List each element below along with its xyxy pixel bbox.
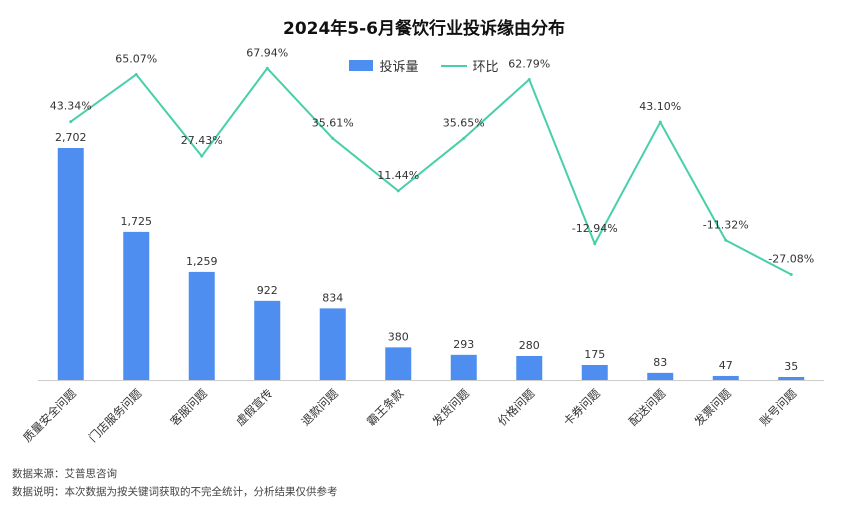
data-note: 数据说明：本次数据为按关键词获取的不完全统计，分析结果仅供参考 (12, 486, 338, 498)
line-point (789, 272, 793, 276)
x-tick-label: 霸王条款 (364, 386, 407, 429)
line-value-label: 35.61% (312, 116, 354, 129)
bar (647, 372, 674, 380)
bar-value-label: 2,702 (55, 131, 87, 144)
bar (516, 355, 543, 380)
bar-value-label: 35 (784, 360, 798, 373)
x-tick-label: 配送问题 (626, 386, 669, 429)
line-value-label: 43.34% (50, 100, 92, 113)
line-value-label: 35.65% (443, 116, 485, 129)
bar (450, 354, 477, 380)
x-tick-label: 发货问题 (429, 386, 472, 429)
line-value-label: 43.10% (639, 100, 681, 113)
bar (57, 148, 84, 380)
legend-item-bar[interactable]: 投诉量 (349, 56, 419, 75)
bar-value-label: 83 (653, 356, 667, 369)
line-value-label: 65.07% (115, 52, 157, 65)
bar (188, 271, 215, 380)
line-point (724, 238, 728, 242)
legend-bar-swatch (349, 60, 374, 71)
line-value-label: 67.94% (246, 46, 288, 59)
line-point (200, 154, 204, 158)
line-value-label: 62.79% (508, 57, 550, 70)
chart-title: 2024年5-6月餐饮行业投诉缘由分布 (282, 19, 566, 39)
x-tick-label: 发票问题 (691, 386, 734, 429)
bar-value-label: 47 (719, 359, 733, 372)
line-point (527, 77, 531, 81)
line-point (396, 189, 400, 193)
bar (712, 375, 739, 380)
bar-value-label: 293 (453, 338, 474, 351)
bar-value-label: 922 (257, 284, 278, 297)
x-tick-label: 退款问题 (298, 386, 341, 429)
x-tick-label: 客服问题 (167, 386, 210, 429)
bar-value-label: 280 (519, 339, 540, 352)
bar (254, 300, 281, 380)
bar (778, 376, 805, 380)
line-point (69, 120, 73, 124)
line-series (70, 67, 792, 276)
x-tick-label: 质量安全问题 (20, 386, 79, 445)
source-note: 数据来源：艾普思咨询 (12, 468, 117, 480)
x-tick-label: 卡券问题 (560, 386, 603, 429)
x-tick-label: 门店服务问题 (86, 386, 145, 445)
line-value-label: 11.44% (377, 169, 419, 182)
bar (123, 231, 150, 380)
line-point (658, 120, 662, 124)
bar-value-label: 1,259 (186, 255, 218, 268)
x-tick-label: 账号问题 (757, 386, 800, 429)
line-value-label: -27.08% (768, 252, 814, 265)
bar (581, 364, 608, 380)
legend-item-line[interactable]: 环比 (440, 56, 499, 75)
legend-line-swatch (440, 64, 467, 67)
bar-value-label: 380 (388, 330, 409, 343)
line-point (331, 136, 335, 140)
bar-value-label: 834 (322, 291, 343, 304)
bar-value-label: 1,725 (121, 215, 153, 228)
line-point (134, 72, 138, 76)
line-value-label: 27.43% (181, 134, 223, 147)
legend-line-label: 环比 (472, 60, 499, 75)
line-point (593, 242, 597, 246)
legend-bar-label: 投诉量 (379, 60, 419, 75)
bar (319, 308, 346, 380)
x-tick-label: 价格问题 (495, 386, 538, 429)
x-tick-label: 虚假宣传 (233, 386, 275, 428)
line-value-label: -12.94% (572, 222, 618, 235)
bar (385, 347, 412, 380)
bar-value-label: 175 (584, 348, 605, 361)
line-point (462, 136, 466, 140)
legend: 投诉量 环比 (0, 56, 848, 75)
line-point (265, 66, 269, 70)
line-value-label: -11.32% (703, 218, 749, 231)
